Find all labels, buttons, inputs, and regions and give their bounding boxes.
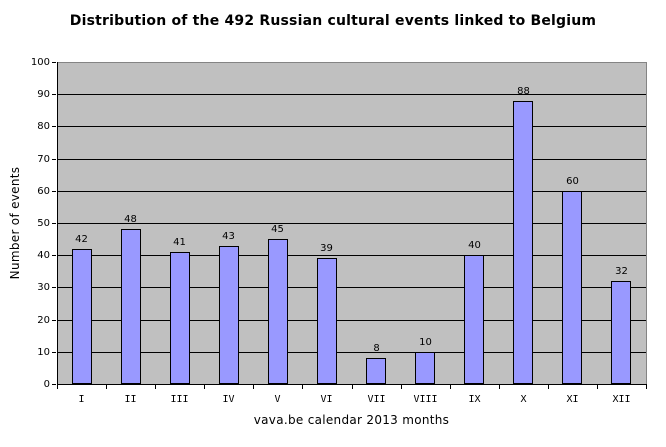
bar-VIII	[415, 352, 435, 384]
bar-I	[72, 249, 92, 384]
bar-II	[121, 229, 141, 384]
x-tick	[204, 385, 205, 389]
y-tick	[52, 352, 56, 353]
y-tick	[52, 191, 56, 192]
bar-XII	[611, 281, 631, 384]
x-tick-label: X	[520, 394, 527, 405]
y-tick-label: 80	[37, 121, 50, 132]
x-tick	[302, 385, 303, 389]
y-tick	[52, 126, 56, 127]
bar-III	[170, 252, 190, 384]
x-tick-label: XII	[612, 394, 631, 405]
gridline	[58, 255, 646, 256]
y-tick-label: 50	[37, 218, 50, 229]
x-tick	[57, 385, 58, 389]
bar-value-label: 48	[124, 214, 137, 225]
gridline	[58, 223, 646, 224]
x-axis-line	[57, 384, 647, 385]
y-tick	[52, 320, 56, 321]
x-tick-label: XI	[566, 394, 579, 405]
bar-value-label: 32	[615, 266, 628, 277]
x-axis-title: vava.be calendar 2013 months	[253, 413, 450, 427]
y-tick-label: 100	[30, 57, 50, 68]
x-tick-label: VI	[320, 394, 333, 405]
y-tick	[52, 94, 56, 95]
y-tick-label: 60	[37, 186, 50, 197]
x-tick-label: I	[78, 394, 85, 405]
bar-value-label: 42	[75, 234, 88, 245]
plot-border-top	[57, 62, 647, 63]
bar-value-label: 41	[173, 237, 186, 248]
bar-value-label: 60	[566, 176, 579, 187]
x-tick	[597, 385, 598, 389]
x-tick	[646, 385, 647, 389]
bar-value-label: 45	[271, 224, 284, 235]
y-tick-label: 90	[37, 89, 50, 100]
gridline	[58, 287, 646, 288]
x-tick	[450, 385, 451, 389]
bar-value-label: 88	[517, 86, 530, 97]
y-tick-label: 0	[43, 379, 50, 390]
x-tick-label: VIII	[413, 394, 438, 405]
x-tick-label: III	[170, 394, 189, 405]
y-tick-label: 40	[37, 250, 50, 261]
chart-title: Distribution of the 492 Russian cultural…	[69, 13, 597, 29]
bar-V	[268, 239, 288, 384]
bar-IV	[219, 246, 239, 384]
bar-XI	[562, 191, 582, 384]
y-tick	[52, 62, 56, 63]
bar-IX	[464, 255, 484, 384]
gridline	[58, 191, 646, 192]
y-tick-label: 20	[37, 315, 50, 326]
y-tick-label: 10	[37, 347, 50, 358]
gridline	[58, 126, 646, 127]
bar-value-label: 40	[468, 240, 481, 251]
x-tick-label: VII	[367, 394, 386, 405]
x-tick-label: IX	[468, 394, 481, 405]
y-tick-label: 70	[37, 154, 50, 165]
y-axis-line	[57, 62, 58, 385]
bar-VI	[317, 258, 337, 384]
bar-value-label: 8	[373, 343, 380, 354]
x-tick	[155, 385, 156, 389]
gridline	[58, 159, 646, 160]
y-tick	[52, 223, 56, 224]
x-tick	[352, 385, 353, 389]
y-tick-label: 30	[37, 282, 50, 293]
bar-value-label: 43	[222, 231, 235, 242]
plot-border-right	[646, 62, 647, 385]
y-axis-title: Number of events	[8, 166, 22, 280]
x-tick-label: II	[124, 394, 137, 405]
y-tick	[52, 287, 56, 288]
y-tick	[52, 384, 56, 385]
x-tick	[548, 385, 549, 389]
y-tick	[52, 255, 56, 256]
gridline	[58, 94, 646, 95]
bar-VII	[366, 358, 386, 384]
gridline	[58, 352, 646, 353]
gridline	[58, 320, 646, 321]
bar-value-label: 39	[320, 243, 333, 254]
x-tick	[401, 385, 402, 389]
x-tick	[499, 385, 500, 389]
bar-X	[513, 101, 533, 384]
bar-value-label: 10	[419, 337, 432, 348]
x-tick	[106, 385, 107, 389]
x-tick-label: V	[274, 394, 281, 405]
x-tick-label: IV	[222, 394, 235, 405]
x-tick	[253, 385, 254, 389]
y-tick	[52, 159, 56, 160]
